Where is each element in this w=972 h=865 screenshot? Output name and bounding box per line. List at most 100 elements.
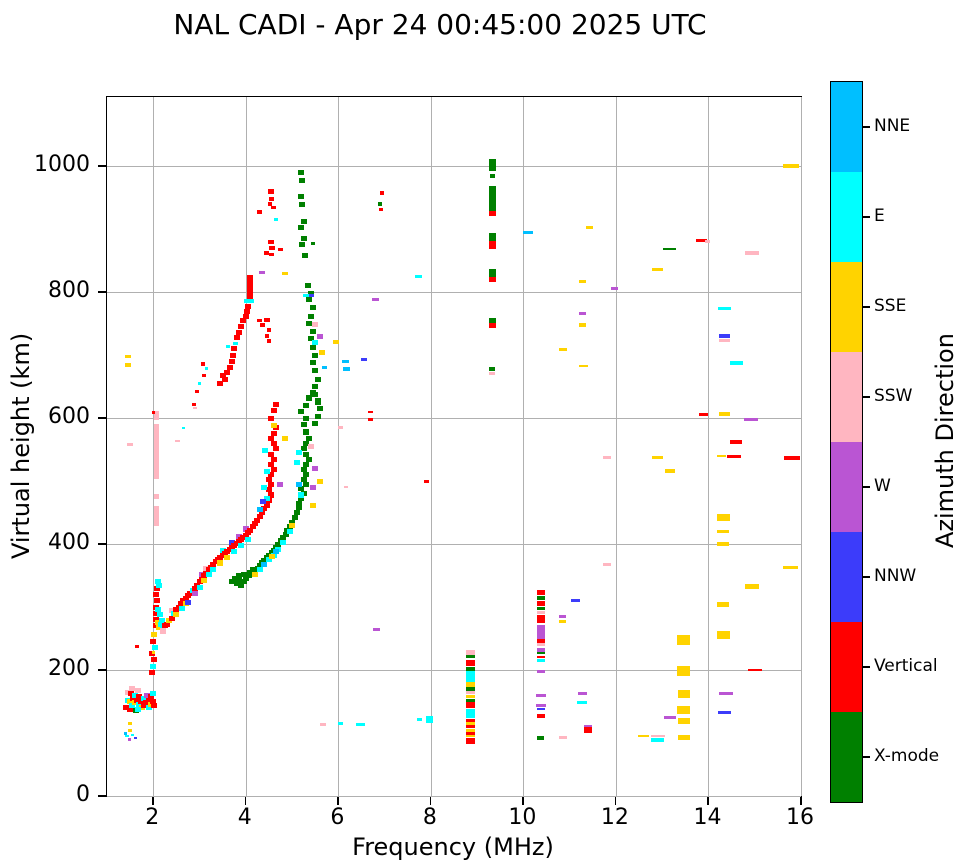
- data-point: [141, 695, 147, 701]
- data-point: [134, 736, 138, 740]
- data-point: [314, 398, 321, 404]
- data-point: [585, 225, 593, 229]
- data-point: [305, 283, 312, 289]
- data-point: [270, 457, 277, 463]
- data-point: [123, 705, 130, 711]
- data-point: [129, 686, 136, 692]
- x-axis-label: Frequency (MHz): [352, 833, 554, 861]
- data-point: [264, 251, 269, 256]
- x-tick-label: 16: [786, 805, 814, 830]
- data-point: [131, 692, 138, 698]
- x-tick-label: 12: [600, 805, 629, 830]
- data-point: [243, 308, 250, 314]
- data-point: [124, 354, 132, 359]
- data-point: [465, 709, 475, 713]
- gridline-horizontal: [107, 292, 801, 294]
- data-point: [308, 293, 315, 297]
- data-point: [228, 579, 235, 585]
- data-point: [678, 717, 690, 725]
- data-point: [537, 624, 545, 639]
- data-point: [465, 725, 475, 729]
- data-point: [320, 723, 326, 727]
- colorbar-segment: [831, 532, 862, 622]
- data-point: [310, 502, 317, 508]
- data-point: [175, 604, 182, 610]
- data-point: [602, 562, 611, 566]
- y-tick-mark: [98, 165, 106, 167]
- data-point: [558, 619, 566, 624]
- data-point: [267, 202, 273, 206]
- data-point: [263, 502, 270, 508]
- data-point: [261, 506, 268, 512]
- data-point: [730, 440, 742, 444]
- data-point: [281, 271, 289, 275]
- data-point: [252, 568, 259, 574]
- data-point: [265, 557, 272, 563]
- data-point: [219, 372, 226, 378]
- data-point: [537, 595, 545, 600]
- data-point: [488, 317, 497, 324]
- y-tick-mark: [98, 543, 106, 545]
- data-point: [268, 472, 275, 478]
- data-point: [269, 245, 275, 251]
- data-point: [151, 650, 155, 654]
- data-point: [249, 523, 256, 529]
- data-point: [718, 339, 731, 343]
- y-tick-label: 800: [48, 278, 90, 304]
- x-tick-mark: [707, 796, 709, 805]
- colorbar-tick-mark: [862, 486, 870, 488]
- y-tick-label: 400: [48, 530, 90, 556]
- data-point: [257, 210, 262, 215]
- data-point: [307, 443, 314, 449]
- data-point: [302, 253, 308, 259]
- x-tick-label: 6: [330, 805, 345, 830]
- gridline-vertical: [615, 97, 617, 796]
- data-point: [716, 514, 730, 522]
- data-point: [129, 703, 136, 709]
- data-point: [361, 358, 367, 362]
- data-point: [305, 297, 312, 303]
- data-point: [717, 454, 726, 458]
- data-point: [678, 734, 690, 740]
- data-point: [178, 606, 185, 612]
- data-point: [305, 395, 312, 401]
- data-point: [129, 695, 136, 701]
- data-point: [305, 321, 312, 327]
- data-point: [279, 540, 286, 546]
- data-point: [217, 381, 224, 387]
- data-point: [201, 362, 206, 366]
- data-point: [154, 493, 159, 499]
- data-point: [719, 692, 733, 695]
- data-point: [488, 371, 496, 376]
- data-point: [263, 469, 270, 475]
- data-point: [228, 545, 235, 551]
- data-point: [465, 728, 475, 733]
- data-point: [256, 506, 263, 512]
- data-point: [221, 377, 228, 383]
- data-point: [264, 318, 270, 322]
- data-point: [537, 643, 545, 647]
- data-point: [302, 471, 309, 477]
- data-point: [265, 477, 272, 483]
- data-point: [263, 496, 270, 502]
- data-point: [242, 532, 249, 538]
- data-point: [233, 580, 240, 586]
- data-point: [301, 476, 308, 482]
- data-point: [236, 578, 243, 584]
- data-point: [181, 426, 185, 430]
- data-point: [465, 738, 475, 745]
- data-point: [578, 692, 587, 695]
- data-point: [231, 548, 238, 554]
- data-point: [195, 389, 200, 393]
- data-point: [312, 384, 319, 390]
- data-point: [558, 347, 567, 352]
- data-point: [537, 600, 545, 606]
- data-point: [296, 500, 303, 506]
- data-point: [271, 205, 276, 209]
- data-point: [153, 591, 160, 597]
- data-point: [782, 565, 798, 569]
- data-point: [305, 435, 312, 441]
- data-point: [677, 634, 691, 645]
- data-point: [651, 738, 665, 742]
